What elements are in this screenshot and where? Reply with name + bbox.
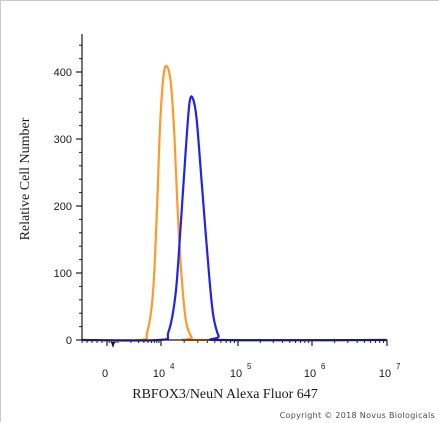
y-axis-label: Relative Cell Number <box>18 117 33 240</box>
x-tick-label: 10 <box>304 368 316 380</box>
y-axis-ticks: 0 100 200 300 400 <box>54 44 82 347</box>
x-tick-label: 0 <box>102 368 108 380</box>
x-tick-exponent: 4 <box>170 362 175 371</box>
series-layer <box>81 64 388 342</box>
y-tick-label: 200 <box>54 201 72 213</box>
x-axis-label: RBFOX3/NeuN Alexa Fluor 647 <box>132 387 318 402</box>
x-axis-ticks: 0 10 4 10 5 10 6 10 7 <box>81 340 401 380</box>
y-tick-label: 0 <box>66 335 72 347</box>
x-tick-exponent: 5 <box>247 362 252 371</box>
series-line-1 <box>81 95 388 342</box>
x-tick-label: 10 <box>379 368 391 380</box>
y-tick-label: 300 <box>54 134 72 146</box>
x-tick-exponent: 6 <box>321 362 326 371</box>
x-tick-exponent: 7 <box>396 362 401 371</box>
x-tick-label: 10 <box>230 368 242 380</box>
y-tick-label: 400 <box>54 67 72 79</box>
copyright-notice: Copyright © 2018 Novus Biologicals <box>279 411 435 420</box>
y-tick-label: 100 <box>54 268 72 280</box>
zero-marker <box>111 342 115 348</box>
series-line-0 <box>81 64 388 342</box>
x-tick-label: 10 <box>153 368 165 380</box>
